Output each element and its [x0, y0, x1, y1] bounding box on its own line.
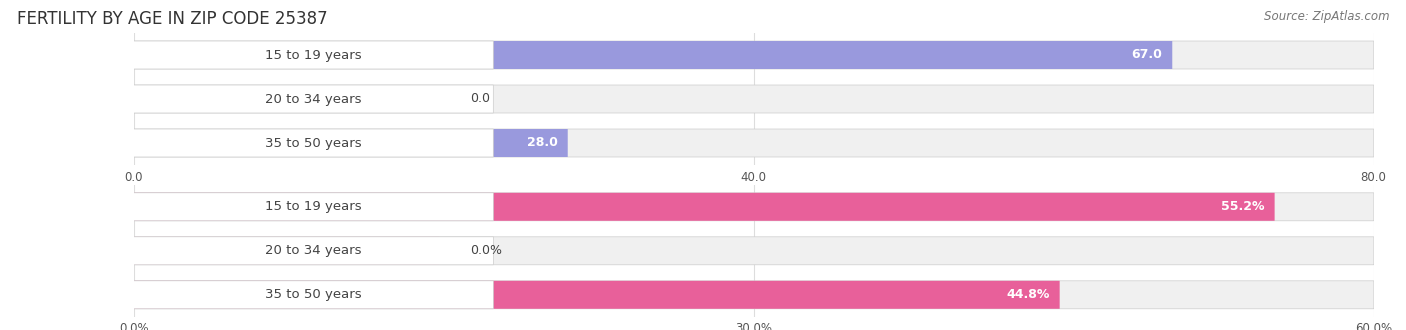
FancyBboxPatch shape	[134, 85, 494, 113]
Text: 28.0: 28.0	[527, 137, 558, 149]
Text: 20 to 34 years: 20 to 34 years	[266, 244, 361, 257]
FancyBboxPatch shape	[134, 193, 1374, 221]
FancyBboxPatch shape	[134, 129, 494, 157]
FancyBboxPatch shape	[134, 41, 1374, 69]
FancyBboxPatch shape	[134, 281, 1374, 309]
FancyBboxPatch shape	[134, 281, 1060, 309]
Text: 55.2%: 55.2%	[1220, 200, 1264, 213]
Text: 15 to 19 years: 15 to 19 years	[266, 49, 361, 61]
FancyBboxPatch shape	[134, 237, 494, 265]
Text: 35 to 50 years: 35 to 50 years	[266, 288, 361, 301]
FancyBboxPatch shape	[134, 193, 494, 221]
Text: Source: ZipAtlas.com: Source: ZipAtlas.com	[1264, 10, 1389, 23]
FancyBboxPatch shape	[134, 237, 440, 265]
Text: 15 to 19 years: 15 to 19 years	[266, 200, 361, 213]
FancyBboxPatch shape	[134, 41, 494, 69]
Text: FERTILITY BY AGE IN ZIP CODE 25387: FERTILITY BY AGE IN ZIP CODE 25387	[17, 10, 328, 28]
Text: 0.0%: 0.0%	[470, 244, 502, 257]
FancyBboxPatch shape	[134, 85, 440, 113]
Text: 0.0: 0.0	[470, 92, 489, 106]
FancyBboxPatch shape	[134, 41, 1173, 69]
Text: 44.8%: 44.8%	[1007, 288, 1050, 301]
FancyBboxPatch shape	[134, 129, 568, 157]
FancyBboxPatch shape	[134, 281, 494, 309]
FancyBboxPatch shape	[134, 237, 1374, 265]
FancyBboxPatch shape	[134, 193, 1275, 221]
FancyBboxPatch shape	[134, 85, 1374, 113]
FancyBboxPatch shape	[134, 129, 1374, 157]
Text: 67.0: 67.0	[1132, 49, 1163, 61]
Text: 35 to 50 years: 35 to 50 years	[266, 137, 361, 149]
Text: 20 to 34 years: 20 to 34 years	[266, 92, 361, 106]
